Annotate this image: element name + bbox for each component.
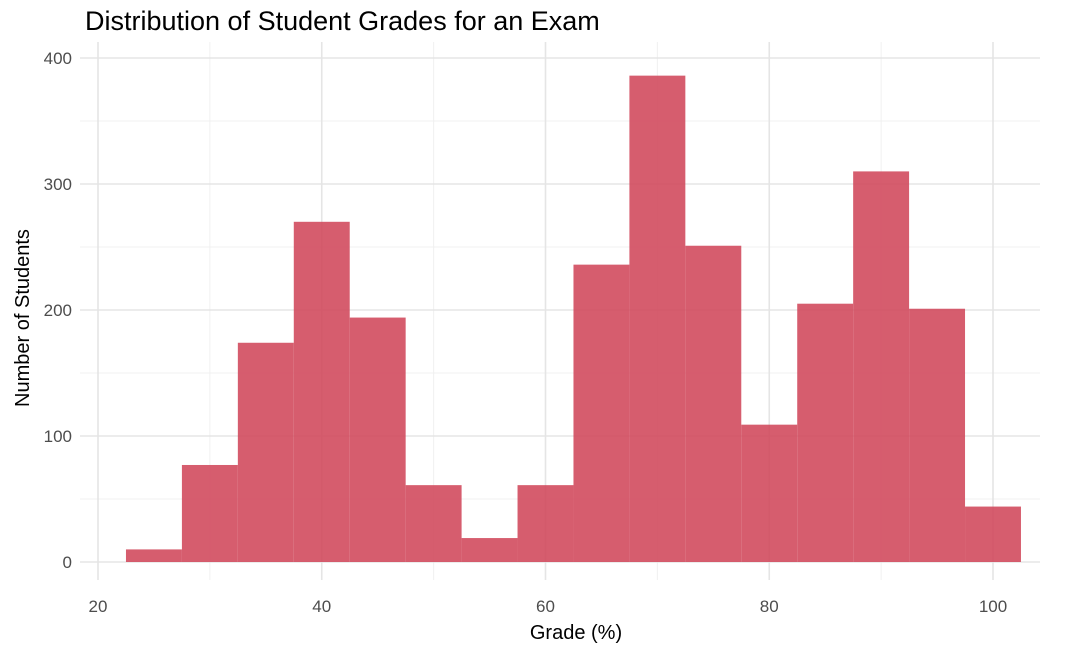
- bars-layer: [125, 75, 1021, 563]
- x-axis-title: Grade (%): [530, 622, 622, 644]
- histogram-bar: [237, 342, 294, 562]
- y-tick-label: 100: [44, 427, 72, 446]
- y-tick-label: 0: [63, 553, 72, 572]
- histogram-bar: [461, 538, 518, 562]
- chart-title: Distribution of Student Grades for an Ex…: [85, 6, 600, 36]
- y-axis-ticks: 0 100 200 300 400: [44, 49, 72, 572]
- histogram-bar: [965, 506, 1021, 562]
- histogram-bar: [909, 308, 966, 562]
- histogram-bar: [181, 464, 238, 562]
- histogram-bar: [797, 303, 854, 562]
- y-tick-label: 400: [44, 49, 72, 68]
- histogram-bar: [349, 317, 406, 562]
- histogram-bar: [405, 485, 462, 562]
- histogram-bar: [741, 424, 798, 562]
- x-tick-label: 20: [89, 597, 108, 616]
- y-tick-label: 200: [44, 301, 72, 320]
- histogram-bar: [573, 264, 630, 562]
- histogram-bar: [685, 245, 742, 563]
- x-axis-ticks: 20 40 60 80 100: [89, 597, 1008, 616]
- x-tick-label: 60: [536, 597, 555, 616]
- histogram-bar: [853, 171, 910, 562]
- histogram-bar: [125, 549, 182, 562]
- y-tick-label: 300: [44, 175, 72, 194]
- x-tick-label: 100: [979, 597, 1007, 616]
- histogram-bar: [629, 75, 686, 562]
- x-tick-label: 40: [312, 597, 331, 616]
- x-tick-label: 80: [760, 597, 779, 616]
- histogram-bar: [293, 221, 350, 563]
- histogram-bar: [517, 485, 574, 562]
- y-axis-title: Number of Students: [12, 229, 34, 407]
